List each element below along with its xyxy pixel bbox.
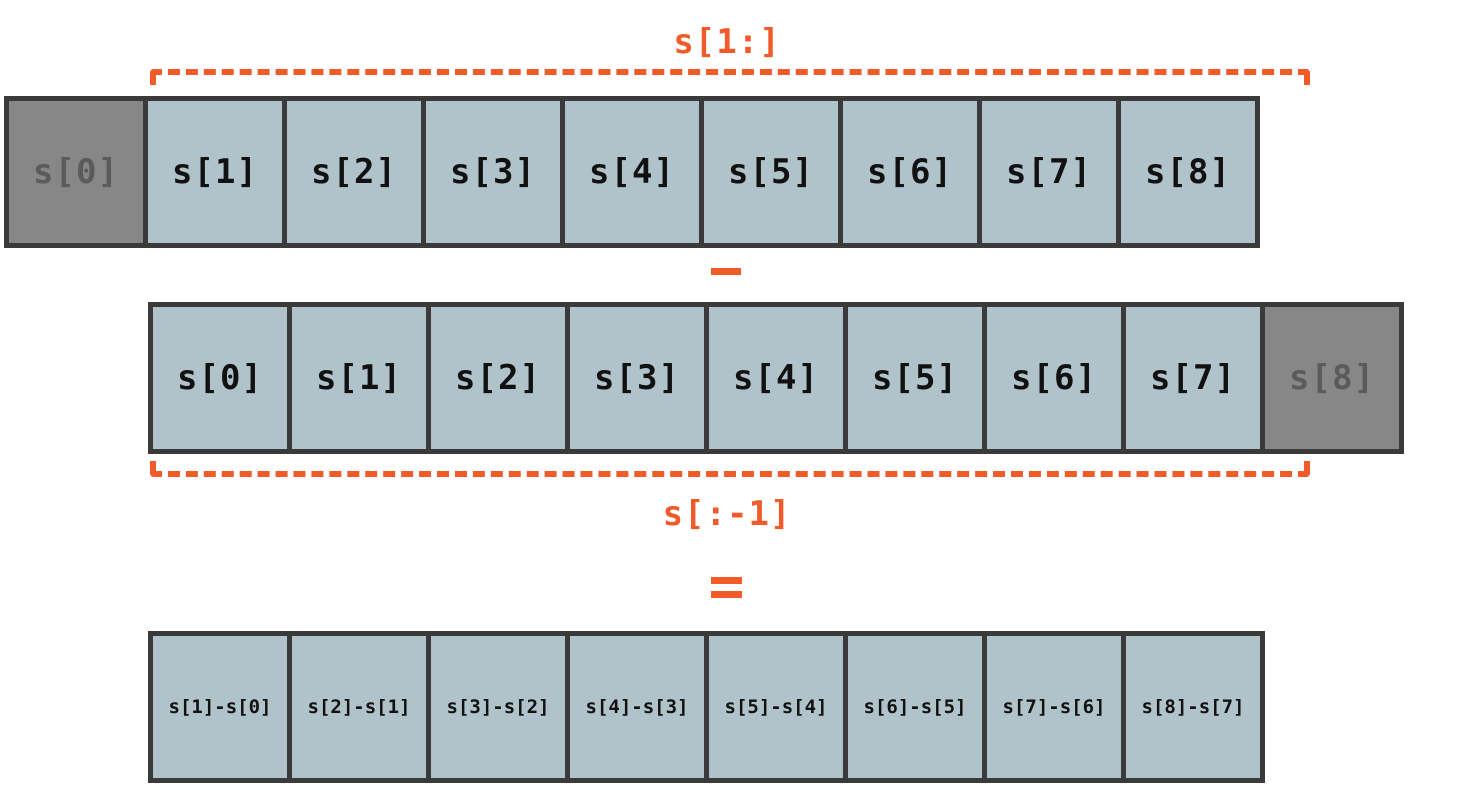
middle-slice-label: s[:-1] [662, 494, 792, 534]
middle-array-cell: s[3] [565, 302, 709, 454]
middle-array-cell: s[4] [704, 302, 848, 454]
top-array-cell: s[4] [560, 96, 704, 248]
top-array-cell: s[3] [421, 96, 565, 248]
result-array-cell: s[7]-s[6] [982, 631, 1126, 783]
top-array: s[0] s[1] s[2] s[3] s[4] s[5] s[6] s[7] … [4, 96, 1260, 248]
middle-array: s[0] s[1] s[2] s[3] s[4] s[5] s[6] s[7] … [148, 302, 1404, 454]
middle-array-cell: s[8] [1260, 302, 1404, 454]
top-array-cell: s[1] [143, 96, 287, 248]
middle-array-cell: s[5] [843, 302, 987, 454]
middle-array-cell: s[1] [287, 302, 431, 454]
result-array-cell: s[6]-s[5] [843, 631, 987, 783]
top-array-cell: s[8] [1116, 96, 1260, 248]
result-array-cell: s[3]-s[2] [426, 631, 570, 783]
middle-array-cell: s[0] [148, 302, 292, 454]
result-array-cell: s[5]-s[4] [704, 631, 848, 783]
top-slice-bracket [150, 69, 1310, 85]
top-array-cell: s[7] [977, 96, 1121, 248]
equals-operator-top-bar [711, 577, 742, 584]
result-array-cell: s[8]-s[7] [1121, 631, 1265, 783]
top-array-cell: s[6] [838, 96, 982, 248]
equals-operator-bottom-bar [711, 591, 742, 598]
middle-array-cell: s[7] [1121, 302, 1265, 454]
result-array-cell: s[1]-s[0] [148, 631, 292, 783]
middle-array-cell: s[6] [982, 302, 1126, 454]
top-array-cell: s[2] [282, 96, 426, 248]
minus-operator [711, 268, 741, 275]
result-array: s[1]-s[0] s[2]-s[1] s[3]-s[2] s[4]-s[3] … [148, 631, 1265, 783]
top-array-cell: s[5] [699, 96, 843, 248]
middle-slice-bracket [150, 461, 1310, 477]
top-slice-label: s[1:] [673, 22, 781, 62]
middle-array-cell: s[2] [426, 302, 570, 454]
result-array-cell: s[2]-s[1] [287, 631, 431, 783]
top-array-cell: s[0] [4, 96, 148, 248]
result-array-cell: s[4]-s[3] [565, 631, 709, 783]
